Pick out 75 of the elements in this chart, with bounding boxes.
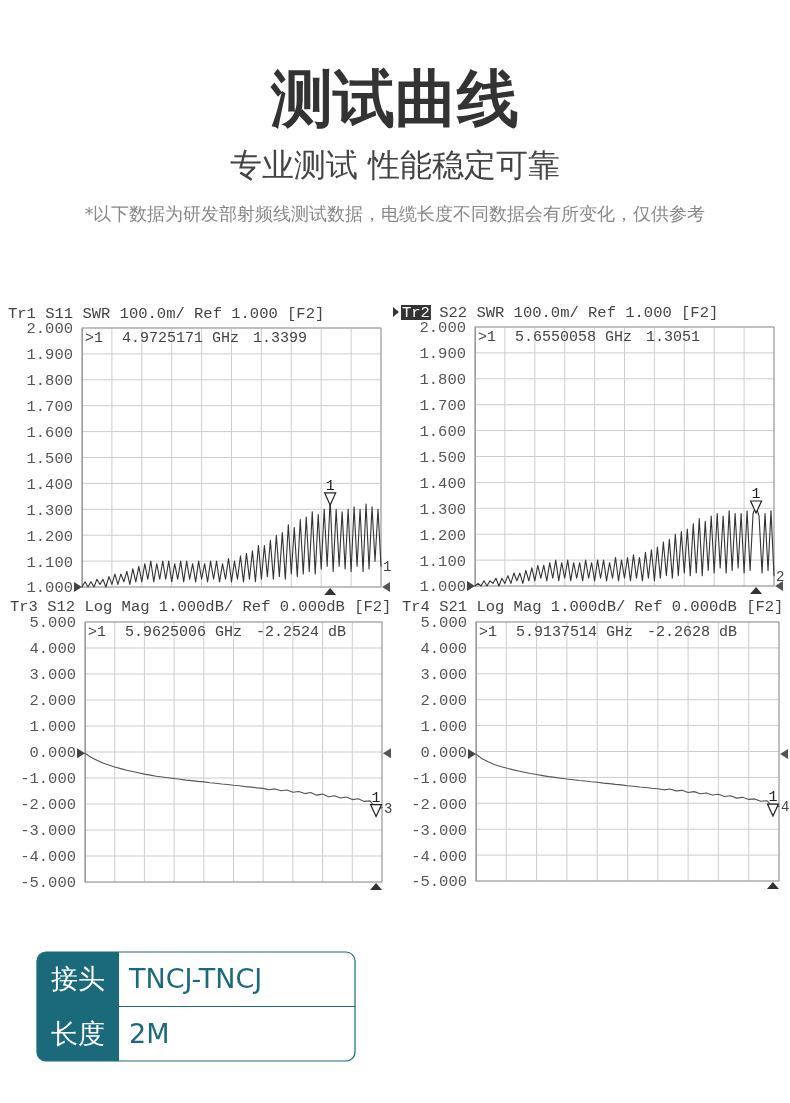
text: 专业测试 性能稳定可靠 [229, 146, 561, 184]
y-tick-label: 0.000 [29, 744, 76, 763]
series-label: 1 [325, 477, 335, 495]
series-label: 1 [751, 485, 761, 503]
y-tick-label: -4.000 [411, 847, 467, 866]
y-tick-label: 1.000 [419, 578, 466, 597]
y-tick-label: 0.000 [420, 743, 467, 762]
y-tick-label: 1.400 [419, 474, 466, 493]
annotation: -2.2524 dB [256, 624, 347, 641]
annotation: >1 [478, 329, 497, 346]
y-tick-label: 5.000 [420, 614, 467, 633]
annotation: 5.9137514 GHz [516, 624, 634, 641]
y-tick-label: 1.100 [419, 552, 466, 571]
text: 3 [384, 800, 393, 817]
y-tick-label: 1.600 [26, 424, 73, 443]
y-tick-label: 5.000 [29, 614, 76, 633]
series-label: 1 [768, 789, 778, 807]
y-tick-label: 3.000 [420, 666, 467, 685]
y-tick-label: -2.000 [20, 796, 76, 815]
y-tick-label: 1.900 [419, 345, 466, 364]
annotation: -2.2628 dB [647, 624, 738, 641]
text: TNCJ-TNCJ [128, 963, 263, 995]
annotation: 5.6550058 GHz [515, 329, 633, 346]
y-tick-label: 1.700 [26, 398, 73, 417]
y-tick-label: 2.000 [420, 692, 467, 711]
y-tick-label: 1.500 [26, 449, 73, 468]
text: *以下数据为研发部射频线测试数据，电缆长度不同数据会有所变化，仅供参考 [84, 204, 706, 224]
y-tick-label: -3.000 [20, 822, 76, 841]
y-tick-label: -2.000 [411, 795, 467, 814]
y-tick-label: -1.000 [411, 769, 467, 788]
y-tick-label: 2.000 [29, 692, 76, 711]
text: 1 [383, 559, 392, 576]
y-tick-label: 1.800 [26, 372, 73, 391]
annotation: >1 [85, 330, 104, 347]
y-tick-label: 4.000 [420, 640, 467, 659]
chart-title: Tr3 S12 Log Mag 1.000dB/ Ref 0.000dB [F2] [10, 598, 392, 616]
y-tick-label: 4.000 [29, 640, 76, 659]
text: 长度 [51, 1017, 105, 1049]
y-tick-label: 3.000 [29, 666, 76, 685]
chart-title: Tr2 S22 SWR 100.0m/ Ref 1.000 [F2] [402, 304, 719, 322]
text: 接头 [51, 963, 105, 995]
y-tick-label: 2.000 [419, 319, 466, 338]
annotation: 1.3399 [253, 330, 308, 347]
series-label: 1 [371, 789, 381, 807]
y-tick-label: 1.000 [420, 718, 467, 737]
y-tick-label: 1.800 [419, 371, 466, 390]
y-tick-label: 1.100 [26, 553, 73, 572]
y-tick-label: 1.200 [26, 527, 73, 546]
annotation: >1 [88, 624, 107, 641]
chart-title: Tr4 S21 Log Mag 1.000dB/ Ref 0.000dB [F2] [402, 598, 784, 616]
y-tick-label: 1.300 [26, 501, 73, 520]
annotation: 4.9725171 GHz [122, 330, 240, 347]
annotation: 5.9625006 GHz [125, 624, 243, 641]
y-tick-label: -4.000 [20, 848, 76, 867]
y-tick-label: 1.700 [419, 397, 466, 416]
annotation: 1.3051 [646, 329, 701, 346]
y-tick-label: 1.000 [26, 579, 73, 598]
text: 4 [781, 799, 790, 816]
text: 测试曲线 [270, 62, 519, 135]
y-tick-label: 1.000 [29, 718, 76, 737]
y-tick-label: 1.900 [26, 346, 73, 365]
y-tick-label: 1.200 [419, 526, 466, 545]
y-tick-label: 2.000 [26, 320, 73, 339]
y-tick-label: -5.000 [20, 874, 76, 893]
y-tick-label: 1.400 [26, 475, 73, 494]
annotation: >1 [479, 624, 498, 641]
y-tick-label: -5.000 [411, 873, 467, 892]
y-tick-label: 1.500 [419, 448, 466, 467]
text: 2M [129, 1017, 170, 1049]
y-tick-label: 1.300 [419, 500, 466, 519]
y-tick-label: -1.000 [20, 770, 76, 789]
y-tick-label: -3.000 [411, 821, 467, 840]
chart-title: Tr1 S11 SWR 100.0m/ Ref 1.000 [F2] [8, 305, 325, 323]
y-tick-label: 1.600 [419, 423, 466, 442]
text: 2 [776, 568, 785, 585]
